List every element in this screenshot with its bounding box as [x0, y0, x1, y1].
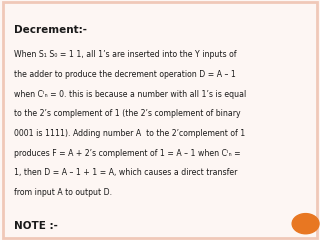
- Text: 1, then D = A – 1 + 1 = A, which causes a direct transfer: 1, then D = A – 1 + 1 = A, which causes …: [14, 168, 238, 177]
- Text: NOTE :-: NOTE :-: [14, 221, 58, 231]
- Text: the adder to produce the decrement operation D = A – 1: the adder to produce the decrement opera…: [14, 70, 236, 79]
- Text: Decrement:-: Decrement:-: [14, 25, 87, 35]
- Text: to the 2’s complement of 1 (the 2’s complement of binary: to the 2’s complement of 1 (the 2’s comp…: [14, 109, 241, 119]
- Text: produces F = A + 2’s complement of 1 = A – 1 when Cᴵₙ =: produces F = A + 2’s complement of 1 = A…: [14, 149, 241, 158]
- Circle shape: [292, 214, 319, 234]
- Text: from input A to output D.: from input A to output D.: [14, 188, 113, 197]
- Text: 0001 is 1111). Adding number A  to the 2’complement of 1: 0001 is 1111). Adding number A to the 2’…: [14, 129, 246, 138]
- Text: When S₁ S₀ = 1 1, all 1’s are inserted into the Y inputs of: When S₁ S₀ = 1 1, all 1’s are inserted i…: [14, 50, 237, 59]
- Text: when Cᴵₙ = 0. this is because a number with all 1’s is equal: when Cᴵₙ = 0. this is because a number w…: [14, 90, 247, 99]
